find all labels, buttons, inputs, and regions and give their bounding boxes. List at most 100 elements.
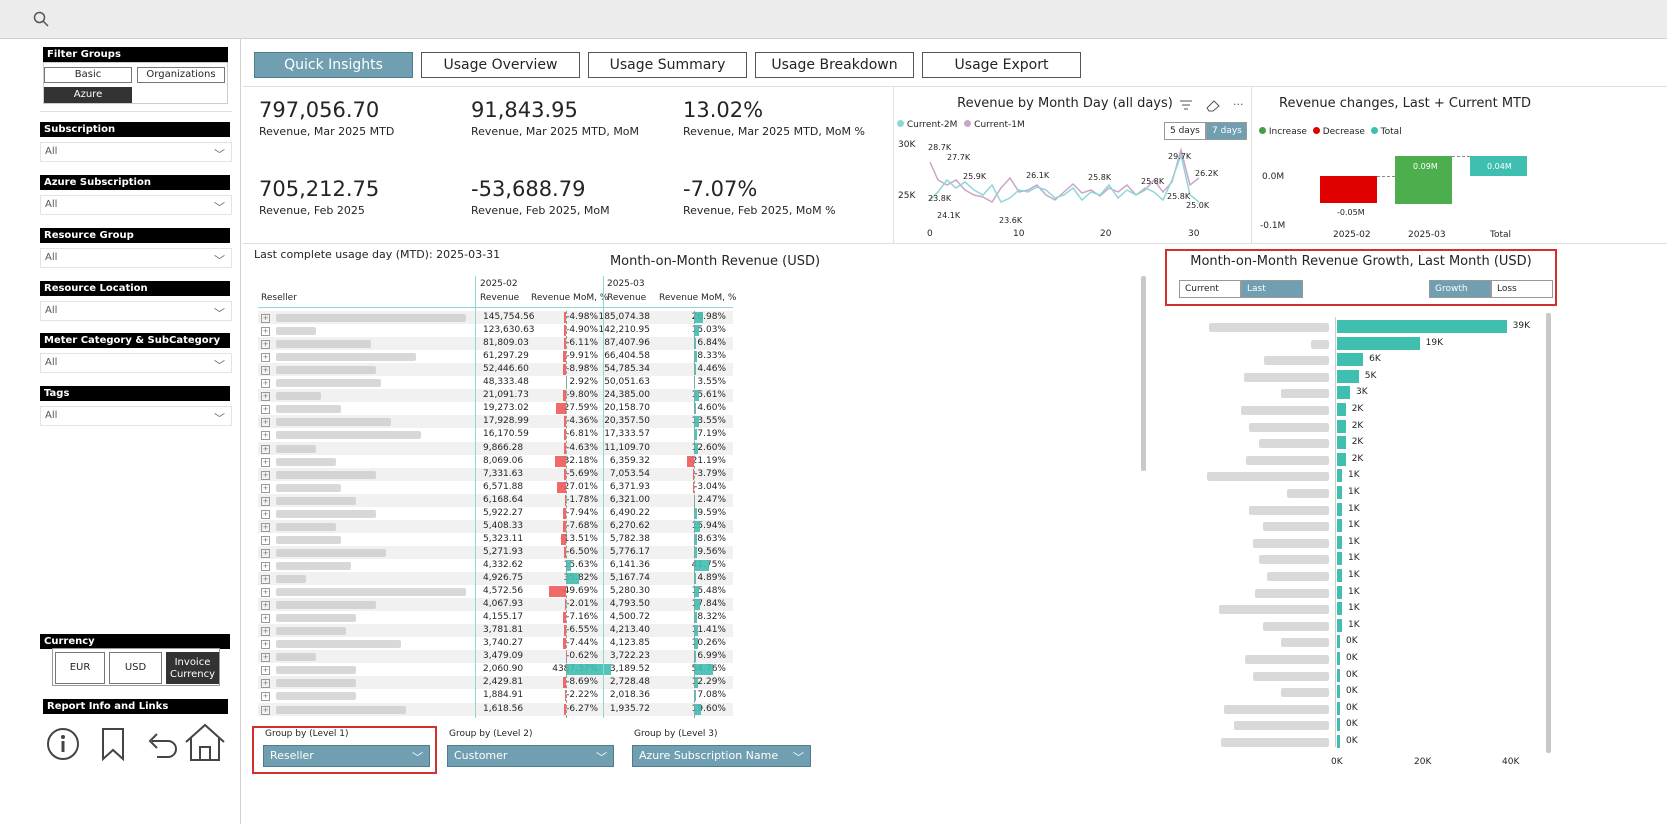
- expand-icon[interactable]: +: [261, 340, 270, 350]
- table-row[interactable]: +21,091.73 -9.80% 24,385.00 15.61%: [258, 389, 733, 403]
- expand-icon[interactable]: +: [261, 353, 270, 363]
- table-row[interactable]: +61,297.29 -9.91% 66,404.58 8.33%: [258, 350, 733, 364]
- table-row[interactable]: +5,323.11 -13.51% 5,782.38 8.63%: [258, 532, 733, 546]
- tab-quick-insights[interactable]: Quick Insights: [254, 52, 413, 78]
- period-last-toggle[interactable]: Last: [1241, 280, 1303, 298]
- period-current-toggle[interactable]: Current: [1179, 280, 1241, 298]
- table-row[interactable]: +6,168.64 -1.78% 6,321.00 2.47%: [258, 493, 733, 507]
- table-row[interactable]: +7,331.63 -5.69% 7,053.54 -3.79%: [258, 467, 733, 481]
- resource-group-dropdown[interactable]: All ﹀: [40, 248, 232, 268]
- expand-icon[interactable]: +: [261, 692, 270, 702]
- expand-icon[interactable]: +: [261, 405, 270, 415]
- expand-icon[interactable]: +: [261, 705, 270, 715]
- search-icon[interactable]: [33, 11, 49, 27]
- expand-icon[interactable]: +: [261, 366, 270, 376]
- table-row[interactable]: +123,630.63 -4.90% 142,210.95 15.03%: [258, 324, 733, 338]
- expand-icon[interactable]: +: [261, 457, 270, 467]
- table-row[interactable]: +4,332.62 15.63% 6,141.36 41.75%: [258, 558, 733, 572]
- table-row[interactable]: +8,069.06 -32.18% 6,359.32 -21.19%: [258, 454, 733, 468]
- expand-icon[interactable]: +: [261, 614, 270, 624]
- expand-icon[interactable]: +: [261, 431, 270, 441]
- expand-icon[interactable]: +: [261, 483, 270, 493]
- expand-icon[interactable]: +: [261, 496, 270, 506]
- table-row[interactable]: +17,928.99 -4.36% 20,357.50 13.55%: [258, 415, 733, 429]
- expand-icon[interactable]: +: [261, 444, 270, 454]
- table-row[interactable]: +5,271.93 -6.50% 5,776.17 9.56%: [258, 545, 733, 559]
- table-row[interactable]: +3,740.27 -7.44% 4,123.85 10.26%: [258, 637, 733, 651]
- table-row[interactable]: +2,429.81 -8.69% 2,728.48 12.29%: [258, 676, 733, 690]
- reseller-name-redacted: [276, 444, 316, 453]
- expand-icon[interactable]: +: [261, 588, 270, 598]
- table-row[interactable]: +4,926.75 35.82% 5,167.74 4.89%: [258, 572, 733, 585]
- home-icon[interactable]: [183, 722, 227, 764]
- meter-category-dropdown[interactable]: All ﹀: [40, 353, 232, 373]
- table-row[interactable]: +3,479.09 -0.62% 3,722.23 6.99%: [258, 650, 733, 664]
- expand-icon[interactable]: +: [261, 509, 270, 519]
- eraser-icon[interactable]: [1205, 98, 1221, 112]
- table-row[interactable]: +48,333.48 2.92% 50,051.63 3.55%: [258, 376, 733, 390]
- expand-icon[interactable]: +: [261, 575, 270, 584]
- growth-category-redacted: [1267, 572, 1329, 581]
- table-row[interactable]: +81,809.03 -6.11% 87,407.96 6.84%: [258, 337, 733, 351]
- table-row[interactable]: +5,408.33 -7.68% 6,270.62 15.94%: [258, 519, 733, 533]
- currency-eur[interactable]: EUR: [55, 652, 105, 684]
- table-row[interactable]: +1,884.91 -2.22% 2,018.36 7.08%: [258, 689, 733, 703]
- expand-icon[interactable]: +: [261, 327, 270, 337]
- currency-usd[interactable]: USD: [109, 652, 162, 684]
- expand-icon[interactable]: +: [261, 666, 270, 676]
- growth-scrollbar[interactable]: [1546, 313, 1551, 753]
- table-row[interactable]: +145,754.56 -4.98% 185,074.38 26.98%: [258, 311, 733, 324]
- tab-usage-summary[interactable]: Usage Summary: [588, 52, 747, 78]
- table-row[interactable]: +19,273.02 -27.59% 20,158.70 4.60%: [258, 402, 733, 416]
- filter-group-azure[interactable]: Azure: [44, 87, 132, 103]
- expand-icon[interactable]: +: [261, 653, 270, 663]
- back-icon[interactable]: [143, 726, 179, 762]
- expand-icon[interactable]: +: [261, 627, 270, 637]
- filter-group-organizations[interactable]: Organizations: [137, 67, 225, 83]
- expand-icon[interactable]: +: [261, 640, 270, 650]
- info-icon[interactable]: [45, 726, 81, 762]
- table-row[interactable]: +6,571.88 -27.01% 6,371.93 -3.04%: [258, 480, 733, 494]
- expand-icon[interactable]: +: [261, 418, 270, 428]
- expand-icon[interactable]: +: [261, 561, 270, 571]
- expand-icon[interactable]: +: [261, 522, 270, 532]
- group-by-1-dropdown[interactable]: Reseller ﹀: [263, 745, 430, 767]
- expand-icon[interactable]: +: [261, 470, 270, 480]
- table-row[interactable]: +3,781.81 -6.55% 4,213.40 11.41%: [258, 624, 733, 638]
- filter-icon[interactable]: [1179, 99, 1193, 111]
- expand-icon[interactable]: +: [261, 601, 270, 611]
- expand-icon[interactable]: +: [261, 392, 270, 402]
- currency-invoice[interactable]: Invoice Currency: [166, 652, 219, 684]
- table-row[interactable]: +4,155.17 -7.16% 4,500.72 8.32%: [258, 611, 733, 625]
- tags-dropdown[interactable]: All ﹀: [40, 406, 232, 426]
- more-options-icon[interactable]: ···: [1233, 98, 1244, 111]
- table-row[interactable]: +2,060.904387.37%3,189.5254.76%: [258, 663, 733, 677]
- expand-icon[interactable]: +: [261, 679, 270, 689]
- group-by-2-dropdown[interactable]: Customer ﹀: [447, 745, 614, 767]
- table-row[interactable]: +9,866.28 -4.63% 11,109.70 12.60%: [258, 441, 733, 455]
- matrix-scrollbar[interactable]: [1141, 276, 1146, 471]
- azure-subscription-dropdown[interactable]: All ﹀: [40, 195, 232, 215]
- tab-usage-breakdown[interactable]: Usage Breakdown: [755, 52, 914, 78]
- table-row[interactable]: +4,572.56 -49.69% 5,280.30 15.48%: [258, 585, 733, 599]
- subscription-dropdown[interactable]: All ﹀: [40, 142, 232, 162]
- tab-usage-overview[interactable]: Usage Overview: [421, 52, 580, 78]
- filter-group-basic[interactable]: Basic: [44, 67, 132, 83]
- expand-icon[interactable]: +: [261, 314, 270, 323]
- table-row[interactable]: +52,446.60 -8.98% 54,785.34 4.46%: [258, 363, 733, 377]
- seven-days-button[interactable]: 7 days: [1206, 122, 1247, 140]
- expand-icon[interactable]: +: [261, 535, 270, 545]
- type-loss-toggle[interactable]: Loss: [1491, 280, 1553, 298]
- bookmark-icon[interactable]: [100, 726, 126, 762]
- expand-icon[interactable]: +: [261, 379, 270, 389]
- five-days-button[interactable]: 5 days: [1164, 122, 1206, 140]
- table-row[interactable]: +5,922.27 -7.94% 6,490.22 9.59%: [258, 506, 733, 520]
- table-row[interactable]: +4,067.93 -2.01% 4,793.50 17.84%: [258, 598, 733, 612]
- resource-location-dropdown[interactable]: All ﹀: [40, 301, 232, 321]
- table-row[interactable]: +16,170.59 -6.81% 17,333.57 7.19%: [258, 428, 733, 442]
- group-by-3-dropdown[interactable]: Azure Subscription Name ﹀: [632, 745, 811, 767]
- expand-icon[interactable]: +: [261, 548, 270, 558]
- table-row[interactable]: +1,618.56 -6.27% 1,935.72 19.60%: [258, 702, 733, 716]
- type-growth-toggle[interactable]: Growth: [1429, 280, 1491, 298]
- tab-usage-export[interactable]: Usage Export: [922, 52, 1081, 78]
